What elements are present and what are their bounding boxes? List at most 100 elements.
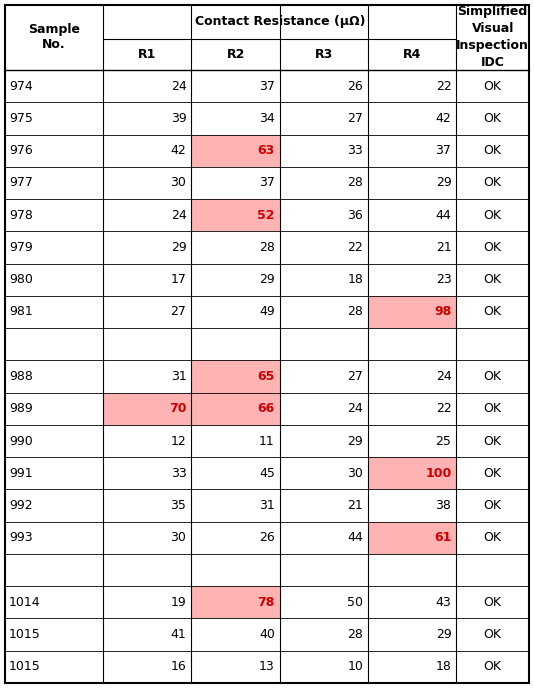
Text: 17: 17 xyxy=(170,273,186,286)
Text: Sample
No.: Sample No. xyxy=(28,23,80,52)
Text: 13: 13 xyxy=(259,660,275,674)
Text: 27: 27 xyxy=(170,305,186,319)
Text: 65: 65 xyxy=(257,370,275,383)
Text: 37: 37 xyxy=(259,80,275,93)
Text: OK: OK xyxy=(484,628,501,641)
Text: OK: OK xyxy=(484,112,501,125)
Text: 70: 70 xyxy=(169,402,186,416)
Text: 98: 98 xyxy=(434,305,451,319)
Text: 26: 26 xyxy=(259,531,275,544)
Text: 45: 45 xyxy=(259,466,275,480)
Text: 28: 28 xyxy=(347,305,363,319)
Text: 49: 49 xyxy=(259,305,275,319)
Text: 979: 979 xyxy=(9,241,33,254)
Text: 21: 21 xyxy=(347,499,363,512)
Text: 22: 22 xyxy=(347,241,363,254)
Text: 989: 989 xyxy=(9,402,33,416)
Text: 30: 30 xyxy=(347,466,363,480)
Text: 24: 24 xyxy=(171,208,186,222)
Text: 38: 38 xyxy=(436,499,451,512)
Text: 24: 24 xyxy=(171,80,186,93)
Text: 37: 37 xyxy=(436,144,451,157)
Text: 31: 31 xyxy=(171,370,186,383)
Text: 24: 24 xyxy=(436,370,451,383)
Text: 18: 18 xyxy=(347,273,363,286)
Text: 993: 993 xyxy=(9,531,33,544)
Text: OK: OK xyxy=(484,305,501,319)
Text: 40: 40 xyxy=(259,628,275,641)
Text: Contact Resistance (μΩ): Contact Resistance (μΩ) xyxy=(194,15,365,28)
Bar xyxy=(192,199,280,231)
Bar xyxy=(103,393,192,425)
Text: 29: 29 xyxy=(436,176,451,189)
Text: 28: 28 xyxy=(347,628,363,641)
Text: OK: OK xyxy=(484,176,501,189)
Bar xyxy=(368,457,457,489)
Text: 44: 44 xyxy=(347,531,363,544)
Text: 978: 978 xyxy=(9,208,33,222)
Text: 29: 29 xyxy=(171,241,186,254)
Bar xyxy=(192,361,280,393)
Text: 29: 29 xyxy=(436,628,451,641)
Text: 34: 34 xyxy=(259,112,275,125)
Text: 52: 52 xyxy=(257,208,275,222)
Text: 33: 33 xyxy=(171,466,186,480)
Text: OK: OK xyxy=(484,499,501,512)
Text: 977: 977 xyxy=(9,176,33,189)
Text: 1014: 1014 xyxy=(9,596,41,609)
Bar xyxy=(192,586,280,619)
Text: 21: 21 xyxy=(436,241,451,254)
Text: OK: OK xyxy=(484,466,501,480)
Text: 30: 30 xyxy=(170,531,186,544)
Bar xyxy=(192,135,280,166)
Text: 28: 28 xyxy=(259,241,275,254)
Text: OK: OK xyxy=(484,273,501,286)
Text: 44: 44 xyxy=(436,208,451,222)
Text: 78: 78 xyxy=(257,596,275,609)
Text: OK: OK xyxy=(484,402,501,416)
Text: 37: 37 xyxy=(259,176,275,189)
Text: OK: OK xyxy=(484,531,501,544)
Text: 16: 16 xyxy=(171,660,186,674)
Text: 22: 22 xyxy=(436,80,451,93)
Text: 23: 23 xyxy=(436,273,451,286)
Text: 63: 63 xyxy=(257,144,275,157)
Text: 27: 27 xyxy=(347,112,363,125)
Text: 1015: 1015 xyxy=(9,660,41,674)
Bar xyxy=(368,522,457,554)
Text: R2: R2 xyxy=(226,48,245,61)
Text: 18: 18 xyxy=(436,660,451,674)
Text: 39: 39 xyxy=(171,112,186,125)
Text: 19: 19 xyxy=(171,596,186,609)
Text: 992: 992 xyxy=(9,499,33,512)
Text: OK: OK xyxy=(484,241,501,254)
Text: 27: 27 xyxy=(347,370,363,383)
Text: 981: 981 xyxy=(9,305,33,319)
Text: 31: 31 xyxy=(259,499,275,512)
Text: OK: OK xyxy=(484,208,501,222)
Text: 50: 50 xyxy=(347,596,363,609)
Text: 991: 991 xyxy=(9,466,33,480)
Text: 100: 100 xyxy=(425,466,451,480)
Text: 988: 988 xyxy=(9,370,33,383)
Text: 36: 36 xyxy=(347,208,363,222)
Text: OK: OK xyxy=(484,80,501,93)
Text: R3: R3 xyxy=(315,48,333,61)
Text: OK: OK xyxy=(484,596,501,609)
Text: 43: 43 xyxy=(436,596,451,609)
Text: 24: 24 xyxy=(347,402,363,416)
Text: OK: OK xyxy=(484,144,501,157)
Bar xyxy=(368,296,457,328)
Text: 29: 29 xyxy=(347,435,363,447)
Text: 980: 980 xyxy=(9,273,33,286)
Text: 12: 12 xyxy=(171,435,186,447)
Text: R1: R1 xyxy=(138,48,156,61)
Text: 42: 42 xyxy=(436,112,451,125)
Text: 975: 975 xyxy=(9,112,33,125)
Text: 33: 33 xyxy=(347,144,363,157)
Text: OK: OK xyxy=(484,435,501,447)
Text: 990: 990 xyxy=(9,435,33,447)
Text: 1015: 1015 xyxy=(9,628,41,641)
Bar xyxy=(192,393,280,425)
Text: 30: 30 xyxy=(170,176,186,189)
